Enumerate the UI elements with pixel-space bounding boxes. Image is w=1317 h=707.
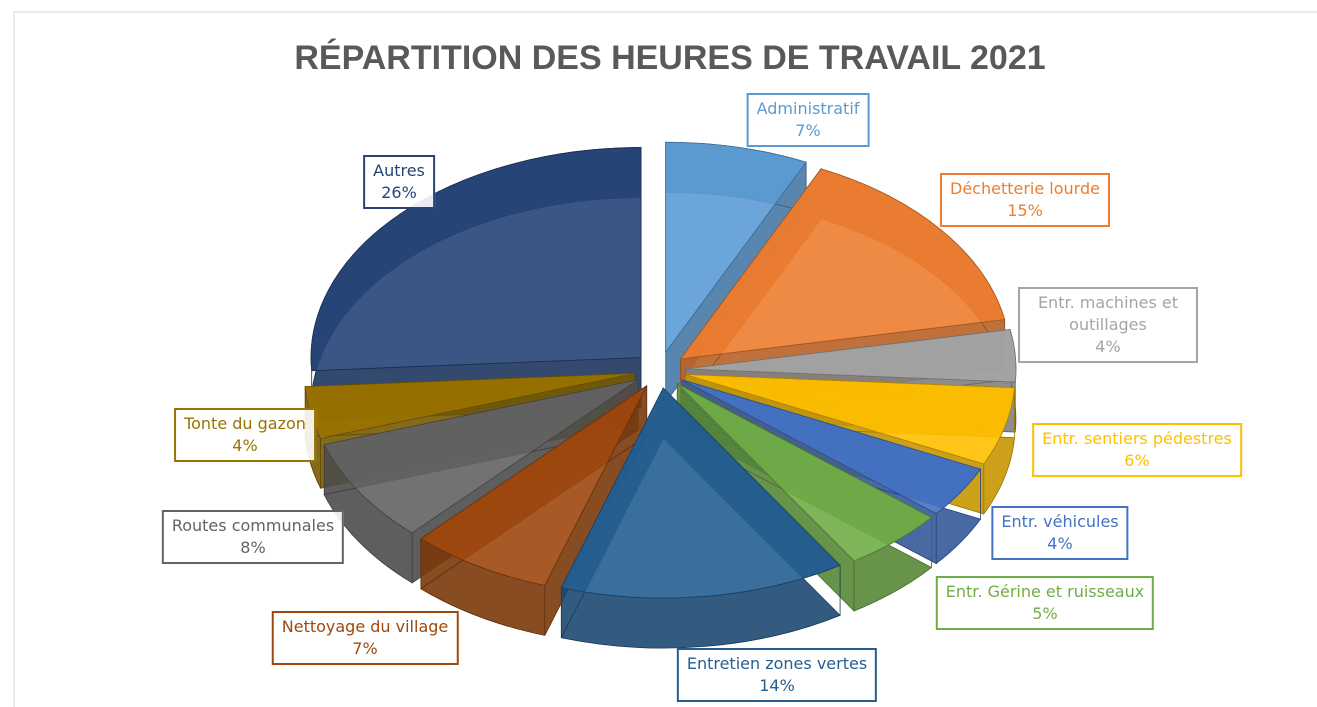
data-label: Autres 26% — [363, 155, 435, 209]
slice — [681, 379, 982, 515]
data-label: Entretien zones vertes 14% — [676, 648, 878, 702]
data-label: Entr. machines et outillages 4% — [1018, 287, 1198, 363]
value-label: 8% — [240, 538, 266, 557]
slice — [665, 141, 807, 354]
data-label: Entr. véhicules 4% — [991, 506, 1129, 560]
slice — [310, 147, 642, 372]
data-label: Administratif 7% — [746, 93, 870, 147]
category-label: Nettoyage du village — [281, 617, 449, 636]
value-label: 26% — [381, 183, 417, 202]
value-label: 15% — [1007, 201, 1043, 220]
data-label: Entr. sentiers pédestres 6% — [1032, 423, 1242, 477]
slice — [685, 329, 1017, 383]
slice — [420, 385, 648, 586]
data-label: Routes communales 8% — [161, 510, 345, 564]
category-label: Entr. machines et outillages — [1037, 293, 1179, 334]
category-label: Entretien zones vertes — [686, 654, 868, 673]
value-label: 14% — [759, 676, 795, 695]
value-label: 4% — [1095, 337, 1121, 356]
category-label: Entr. véhicules — [1001, 512, 1119, 531]
category-label: Entr. Gérine et ruisseaux — [945, 582, 1145, 601]
category-label: Entr. sentiers pédestres — [1042, 429, 1232, 448]
value-label: 4% — [232, 436, 258, 455]
slice — [323, 379, 639, 534]
data-label: Tonte du gazon 4% — [174, 408, 316, 462]
category-label: Tonte du gazon — [184, 414, 306, 433]
value-label: 7% — [795, 121, 821, 140]
slice — [560, 387, 841, 599]
value-label: 4% — [1047, 534, 1073, 553]
category-label: Administratif — [756, 99, 860, 118]
value-label: 6% — [1124, 451, 1150, 470]
data-label: Entr. Gérine et ruisseaux 5% — [935, 576, 1155, 630]
slice — [685, 374, 1015, 465]
category-label: Routes communales — [171, 516, 335, 535]
data-label: Déchetterie lourde 15% — [940, 173, 1110, 227]
value-label: 7% — [352, 639, 378, 658]
slice — [679, 168, 1006, 360]
value-label: 5% — [1032, 604, 1058, 623]
slice — [676, 383, 933, 562]
pie-tops — [304, 141, 1017, 599]
category-label: Autres — [373, 161, 425, 180]
chart-title: RÉPARTITION DES HEURES DE TRAVAIL 2021 — [294, 39, 1045, 77]
chart-border — [13, 11, 1317, 707]
data-label: Nettoyage du village 7% — [271, 611, 459, 665]
category-label: Déchetterie lourde — [950, 179, 1100, 198]
